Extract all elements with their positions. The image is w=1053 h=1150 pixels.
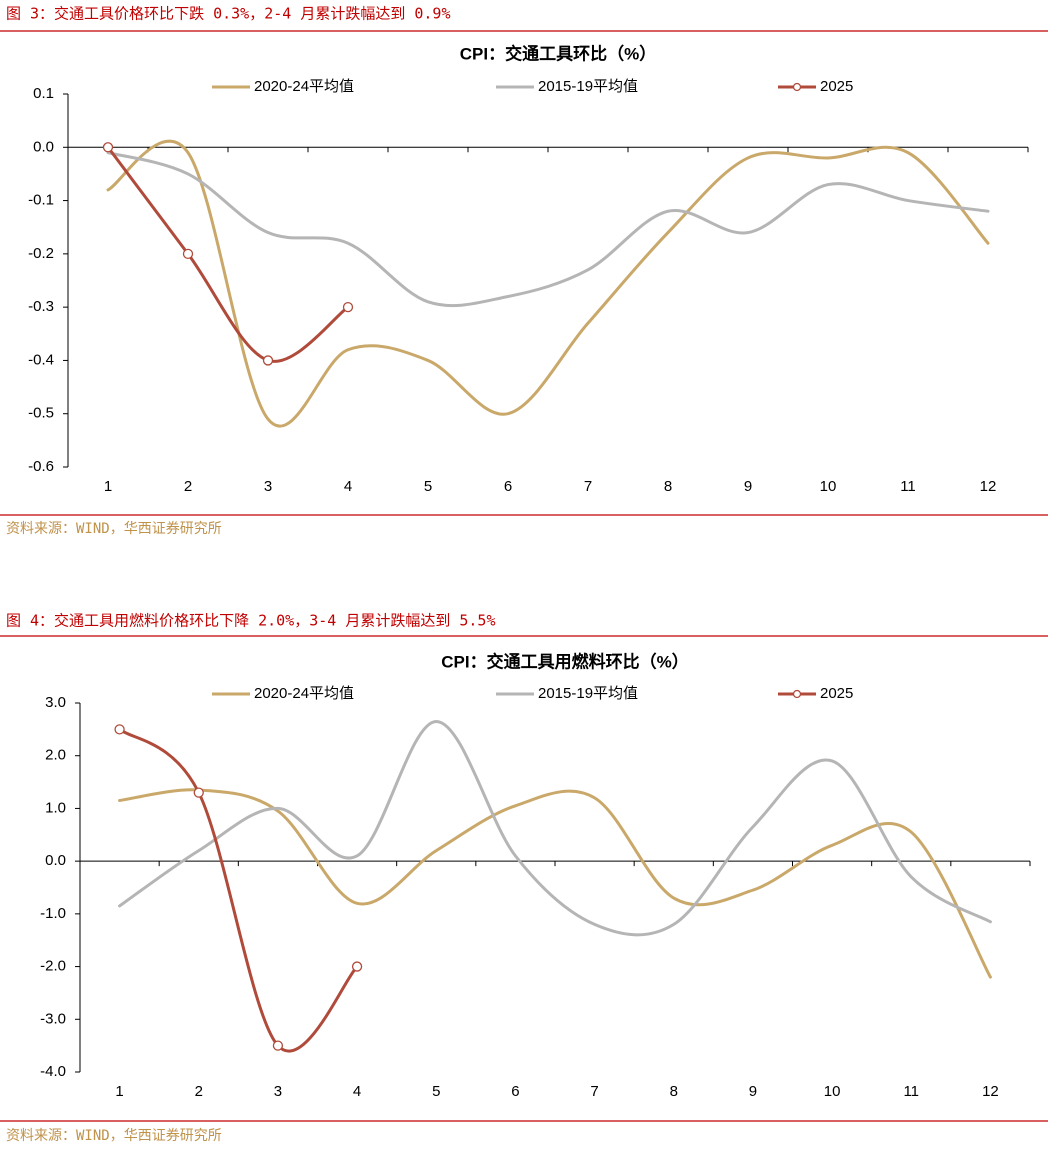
y-tick-label: 0.0: [33, 138, 54, 155]
x-tick-label: 11: [900, 478, 916, 495]
x-tick-label: 9: [744, 478, 752, 495]
x-tick-label: 1: [104, 478, 112, 495]
data-point: [342, 301, 354, 313]
source-note: 资料来源：WIND，华西证券研究所: [6, 1128, 222, 1144]
x-tick-label: 3: [264, 478, 272, 495]
series-line: [106, 145, 350, 363]
x-tick-label: 1: [115, 1083, 123, 1100]
y-tick-label: -0.5: [28, 405, 54, 422]
data-point: [262, 355, 274, 366]
source-note: 资料来源：WIND，华西证券研究所: [6, 521, 222, 537]
x-tick-label: 9: [749, 1083, 757, 1100]
series-line: [118, 788, 992, 979]
x-tick-label: 12: [982, 1083, 999, 1100]
data-point: [351, 961, 363, 972]
chart-title: CPI：交通工具用燃料环比（%）: [441, 651, 688, 671]
y-tick-label: -2.0: [40, 958, 66, 975]
x-tick-label: 4: [353, 1083, 361, 1100]
x-tick-label: 4: [344, 478, 352, 495]
x-tick-label: 12: [980, 478, 997, 495]
legend-label: 2020-24平均值: [254, 78, 354, 95]
x-tick-label: 7: [584, 478, 592, 495]
data-point: [114, 724, 125, 735]
legend-label: 2015-19平均值: [538, 685, 638, 702]
y-tick-label: -3.0: [40, 1010, 66, 1027]
legend-marker: [792, 689, 802, 699]
y-tick-label: 3.0: [45, 694, 66, 711]
x-tick-label: 6: [504, 478, 512, 495]
y-tick-label: 0.0: [45, 852, 66, 869]
y-tick-label: -0.3: [28, 298, 54, 315]
y-tick-label: -0.1: [28, 192, 54, 209]
x-tick-label: 5: [424, 478, 432, 495]
y-tick-label: -1.0: [40, 905, 66, 922]
y-tick-label: 2.0: [45, 747, 66, 764]
x-tick-label: 5: [432, 1083, 440, 1100]
legend-label: 2025: [820, 78, 853, 95]
y-tick-label: 1.0: [45, 799, 66, 816]
legend-marker: [792, 82, 802, 92]
y-tick-label: -0.6: [28, 458, 54, 475]
y-tick-label: -0.2: [28, 245, 54, 262]
y-tick-label: -0.4: [28, 351, 54, 368]
x-tick-label: 3: [274, 1083, 282, 1100]
data-point: [272, 1040, 284, 1051]
x-tick-label: 8: [670, 1083, 678, 1100]
legend-label: 2020-24平均值: [254, 685, 354, 702]
x-tick-label: 2: [184, 478, 192, 495]
legend-label: 2015-19平均值: [538, 78, 638, 95]
figure-caption: 图 4：交通工具用燃料价格环比下降 2.0%，3-4 月累计跌幅达到 5.5%: [6, 612, 496, 630]
legend-label: 2025: [820, 685, 853, 702]
x-tick-label: 7: [590, 1083, 598, 1100]
x-tick-label: 6: [511, 1083, 519, 1100]
y-tick-label: 0.1: [33, 85, 54, 102]
data-point: [193, 787, 204, 798]
x-tick-label: 11: [903, 1083, 919, 1100]
chart-title: CPI：交通工具环比（%）: [460, 43, 656, 63]
data-point: [182, 248, 194, 260]
x-tick-label: 8: [664, 478, 672, 495]
data-point: [102, 142, 114, 153]
x-tick-label: 10: [824, 1083, 841, 1100]
series-line: [106, 151, 990, 308]
series-line: [106, 139, 990, 428]
x-tick-label: 2: [195, 1083, 203, 1100]
figure-caption: 图 3：交通工具价格环比下跌 0.3%，2-4 月累计跌幅达到 0.9%: [6, 5, 451, 23]
series-line: [118, 727, 359, 1053]
series-line: [118, 719, 992, 937]
x-tick-label: 10: [820, 478, 837, 495]
y-tick-label: -4.0: [40, 1063, 66, 1080]
